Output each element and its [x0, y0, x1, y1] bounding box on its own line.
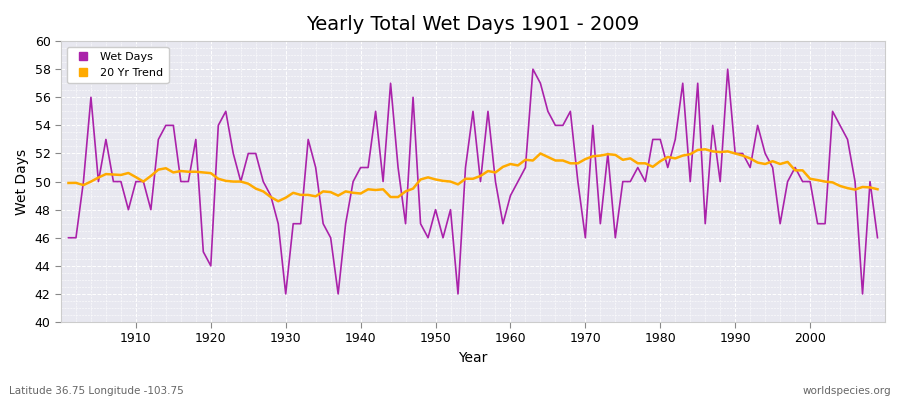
Text: worldspecies.org: worldspecies.org — [803, 386, 891, 396]
X-axis label: Year: Year — [458, 351, 488, 365]
Text: Latitude 36.75 Longitude -103.75: Latitude 36.75 Longitude -103.75 — [9, 386, 184, 396]
Title: Yearly Total Wet Days 1901 - 2009: Yearly Total Wet Days 1901 - 2009 — [306, 15, 640, 34]
Legend: Wet Days, 20 Yr Trend: Wet Days, 20 Yr Trend — [67, 47, 168, 83]
Y-axis label: Wet Days: Wet Days — [15, 148, 29, 215]
